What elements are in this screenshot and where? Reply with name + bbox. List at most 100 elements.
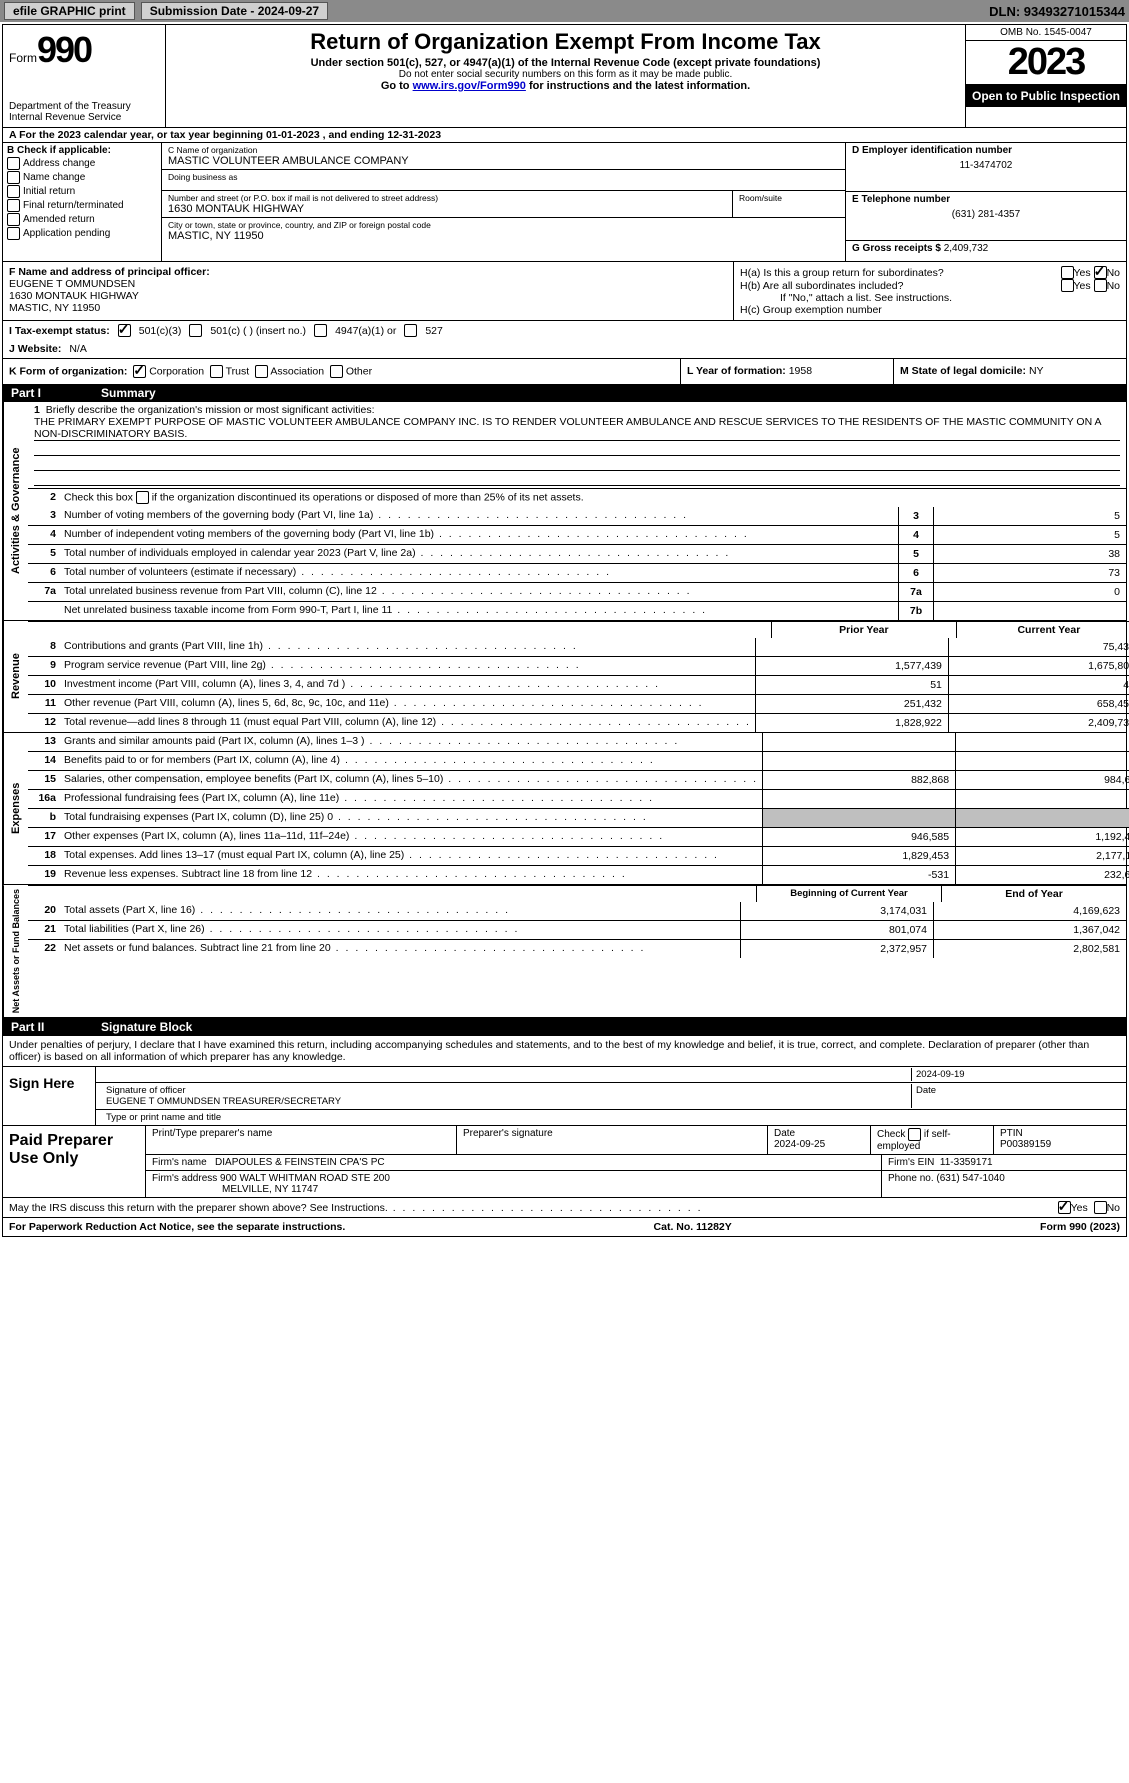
opt-4947: 4947(a)(1) or [335,325,396,337]
cb-trust[interactable] [210,365,223,378]
cb-initial[interactable] [7,185,20,198]
opt-corp: Corporation [149,365,204,377]
firm-name: DIAPOULES & FEINSTEIN CPA'S PC [215,1157,385,1168]
summary-row: Net unrelated business taxable income fr… [28,601,1126,620]
expense-row: 18Total expenses. Add lines 13–17 (must … [28,846,1129,865]
expense-row: 14Benefits paid to or for members (Part … [28,751,1129,770]
part-1-label: Part I [11,386,81,400]
opt-other: Other [346,365,372,377]
website-row: J Website: N/A [3,340,1126,358]
cb-address-change[interactable] [7,157,20,170]
opt-pending: Application pending [23,228,110,239]
cb-501c3[interactable] [118,324,131,337]
ptin-value: P00389159 [1000,1139,1051,1150]
efile-button[interactable]: efile GRAPHIC print [4,2,135,20]
cb-501c[interactable] [189,324,202,337]
l-label: L Year of formation: [687,365,786,377]
summary-row: 7aTotal unrelated business revenue from … [28,582,1126,601]
netassets-section: Net Assets or Fund Balances Beginning of… [3,885,1126,1018]
opt-name: Name change [23,172,85,183]
cb-final[interactable] [7,199,20,212]
opt-501c: 501(c) ( ) (insert no.) [210,325,306,337]
mission-text: THE PRIMARY EXEMPT PURPOSE OF MASTIC VOL… [34,416,1120,441]
hb-no: No [1107,280,1120,292]
cb-discuss-yes[interactable] [1058,1201,1071,1214]
page-footer: For Paperwork Reduction Act Notice, see … [3,1217,1126,1236]
cb-amended[interactable] [7,213,20,226]
firm-addr-label: Firm's address [152,1173,217,1184]
officer-name: EUGENE T OMMUNDSEN [9,278,727,290]
omb-number: OMB No. 1545-0047 [966,25,1126,41]
revenue-row: 9Program service revenue (Part VIII, lin… [28,656,1129,675]
summary-row: 3Number of voting members of the governi… [28,507,1126,525]
footer-right: Form 990 (2023) [1040,1221,1120,1233]
cb-other[interactable] [330,365,343,378]
opt-amended: Amended return [23,214,95,225]
paid-preparer-label: Paid Preparer Use Only [3,1126,145,1197]
hb-note: If "No," attach a list. See instructions… [740,292,1120,304]
cb-ha-yes[interactable] [1061,266,1074,279]
section-fh: F Name and address of principal officer:… [3,261,1126,320]
officer-city: MASTIC, NY 11950 [9,302,727,314]
cb-pending[interactable] [7,227,20,240]
form-990-container: Form990 Department of the Treasury Inter… [2,24,1127,1237]
sig-date: 2024-09-19 [911,1068,1120,1081]
preparer-sig-label: Preparer's signature [457,1126,768,1154]
opt-527: 527 [425,325,443,337]
sidebar-expenses: Expenses [3,733,28,884]
cb-ha-no[interactable] [1094,266,1107,279]
phone-label: E Telephone number [852,194,1120,205]
gross-label: G Gross receipts $ [852,243,941,254]
firm-name-label: Firm's name [152,1157,207,1168]
section-bcd: B Check if applicable: Address change Na… [3,143,1126,261]
dln-text: DLN: 93493271015344 [989,4,1125,19]
website-value: N/A [69,343,87,355]
cb-hb-yes[interactable] [1061,279,1074,292]
cb-assoc[interactable] [255,365,268,378]
subtitle-2: Do not enter social security numbers on … [174,69,957,80]
form-label: Form [9,51,37,65]
cb-discontinued[interactable] [136,491,149,504]
cb-hb-no[interactable] [1094,279,1107,292]
opt-501c3: 501(c)(3) [139,325,182,337]
open-inspection: Open to Public Inspection [966,85,1126,107]
cb-corp[interactable] [133,365,146,378]
part-2-label: Part II [11,1020,81,1034]
phone-value: (631) 281-4357 [852,209,1120,220]
summary-row: 5Total number of individuals employed in… [28,544,1126,563]
org-name-label: C Name of organization [168,145,839,155]
netassets-row: 21Total liabilities (Part X, line 26)801… [28,920,1126,939]
cb-name-change[interactable] [7,171,20,184]
footer-left: For Paperwork Reduction Act Notice, see … [9,1221,345,1233]
netassets-row: 20Total assets (Part X, line 16)3,174,03… [28,902,1126,920]
officer-addr: 1630 MONTAUK HIGHWAY [9,290,727,302]
firm-addr1: 900 WALT WHITMAN ROAD STE 200 [220,1173,390,1184]
header-prior: Prior Year [771,622,956,638]
line2-text: Check this box [64,491,136,503]
ha-yes: Yes [1074,267,1091,279]
pdate-label: Date [774,1128,795,1139]
city-value: MASTIC, NY 11950 [168,230,839,242]
discuss-yes: Yes [1071,1202,1088,1214]
paid-preparer-block: Paid Preparer Use Only Print/Type prepar… [3,1125,1126,1197]
section-b-label: B Check if applicable: [7,145,157,156]
cb-527[interactable] [404,324,417,337]
dept-text: Department of the Treasury Internal Reve… [9,101,159,123]
k-label: K Form of organization: [9,365,127,377]
revenue-row: 12Total revenue—add lines 8 through 11 (… [28,713,1129,732]
part-1-header: Part I Summary [3,384,1126,402]
section-b-col: B Check if applicable: Address change Na… [3,143,162,261]
cb-discuss-no[interactable] [1094,1201,1107,1214]
revenue-row: 10Investment income (Part VIII, column (… [28,675,1129,694]
form-number: 990 [37,29,91,70]
cb-self-employed[interactable] [908,1128,921,1141]
sidebar-netassets: Net Assets or Fund Balances [3,885,28,1017]
expense-row: 16aProfessional fundraising fees (Part I… [28,789,1129,808]
goto-pre: Go to [381,80,413,92]
tax-year: 2023 [966,41,1126,85]
cb-4947[interactable] [314,324,327,337]
ha-label: H(a) Is this a group return for subordin… [740,267,1061,279]
hb-yes: Yes [1074,280,1091,292]
irs-link[interactable]: www.irs.gov/Form990 [413,80,526,92]
submission-button[interactable]: Submission Date - 2024-09-27 [141,2,328,20]
